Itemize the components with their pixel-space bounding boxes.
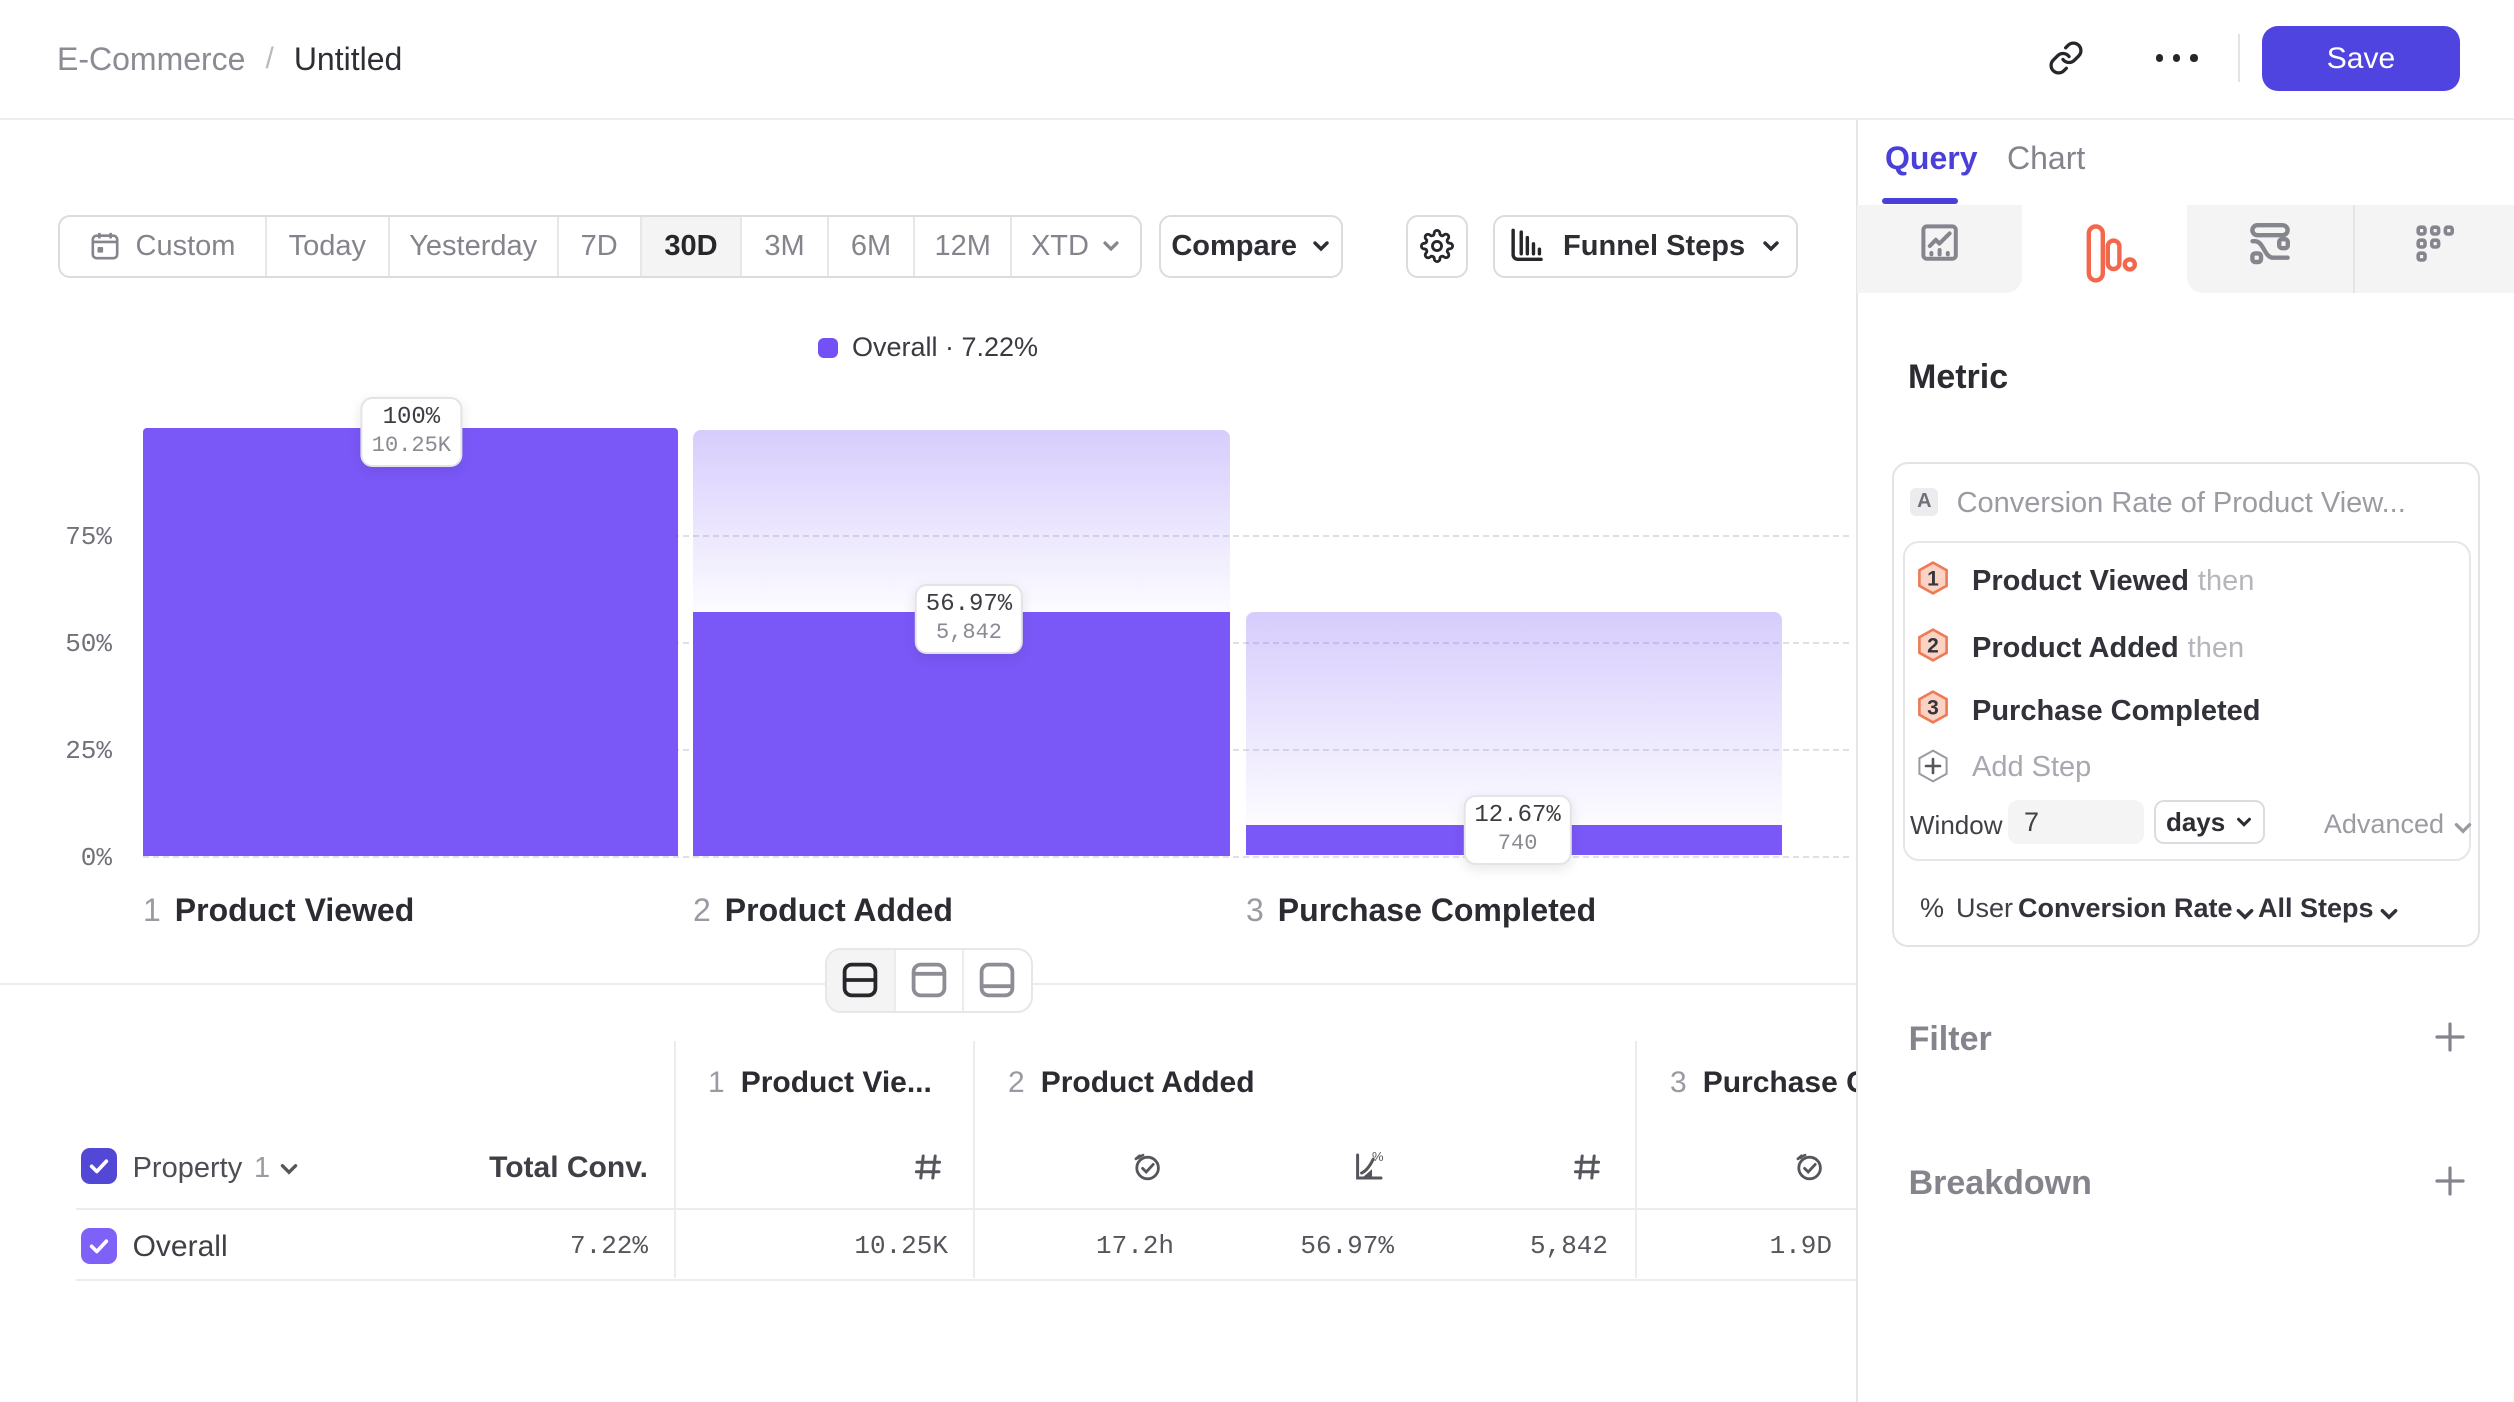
svg-text:1: 1 [1927, 567, 1939, 590]
svg-text:%: % [1372, 1152, 1384, 1164]
svg-text:2: 2 [1927, 635, 1939, 658]
svg-text:3: 3 [1927, 697, 1939, 720]
